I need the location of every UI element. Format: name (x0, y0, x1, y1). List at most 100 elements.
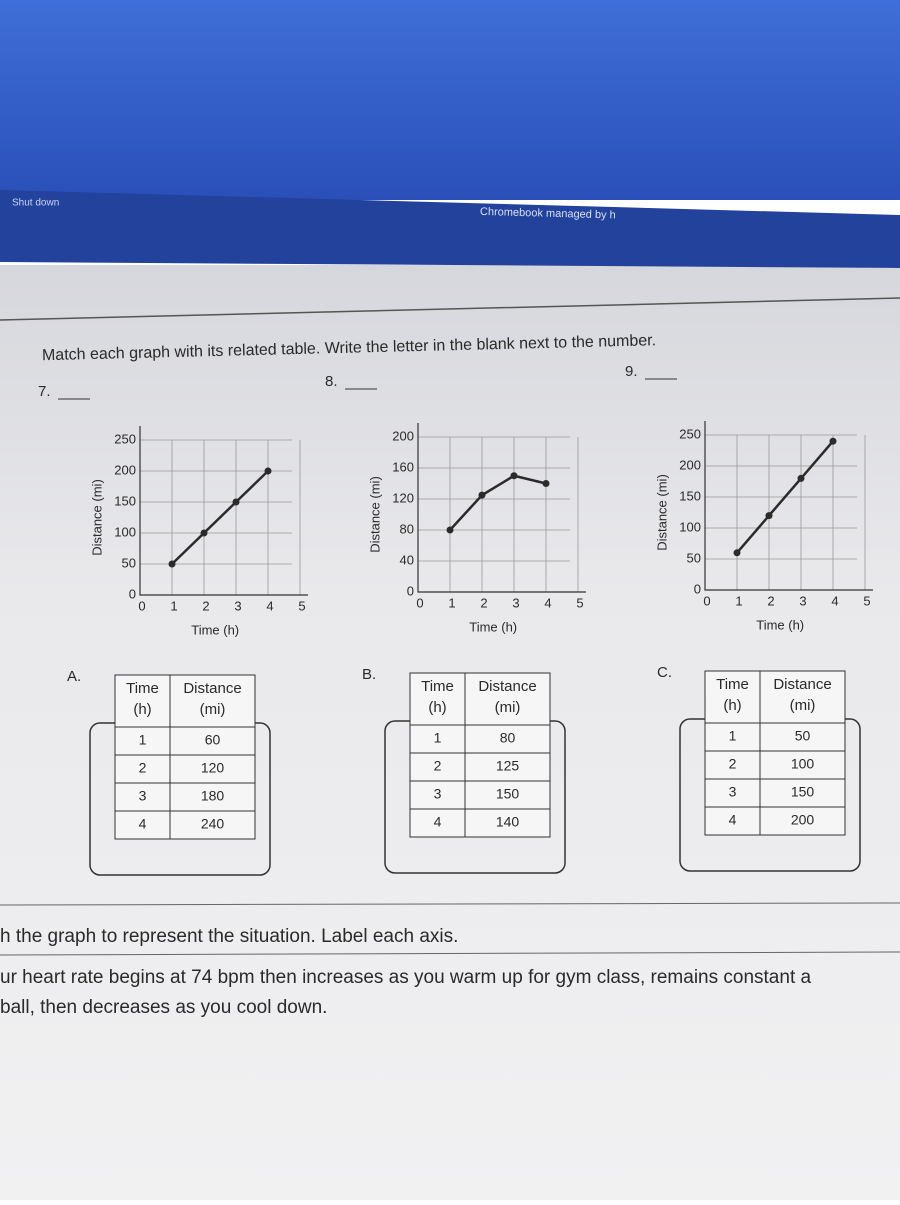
managed: Chromebook managed by h (480, 206, 616, 222)
table-header: Distance (478, 678, 536, 695)
table-cell: 150 (496, 786, 520, 802)
y-tick-label: 100 (679, 519, 701, 534)
x-tick-label: 3 (799, 593, 806, 608)
table-cell: 4 (139, 816, 147, 832)
table-cell: 100 (791, 756, 815, 772)
table-letter: A. (67, 668, 81, 685)
y-tick-label: 200 (114, 462, 136, 477)
x-tick-label: 2 (767, 593, 774, 608)
data-line (736, 440, 834, 554)
x-tick-label: 4 (544, 595, 551, 610)
table-cell: 4 (729, 812, 737, 828)
data-point (797, 474, 805, 482)
y-tick-label: 50 (122, 555, 136, 570)
y-tick-label: 100 (114, 524, 136, 539)
table-cell: 125 (496, 758, 520, 774)
table-header: (h) (428, 699, 446, 716)
x-tick-label: 0 (138, 598, 145, 613)
data-point (542, 480, 550, 487)
y-tick-label: 0 (129, 586, 136, 601)
data-point (168, 560, 176, 568)
x-tick-label: 5 (863, 593, 870, 608)
x-tick-label: 3 (234, 598, 241, 613)
question-number: 7. (38, 383, 51, 400)
table-header: (h) (133, 701, 151, 718)
table-cell: 120 (201, 760, 225, 776)
table-letter: B. (362, 666, 376, 683)
shelf (0, 190, 900, 268)
y-axis-label: Distance (mi) (367, 476, 382, 553)
table-box (704, 670, 846, 836)
x-tick-label: 2 (202, 598, 209, 613)
table-cell: 60 (205, 732, 221, 748)
table-cell: 3 (729, 784, 737, 800)
axis (417, 423, 586, 593)
table-cell: 3 (434, 786, 442, 802)
footer-line: ball, then decreases as you cool down. (0, 997, 327, 1018)
data-point (510, 472, 518, 480)
y-tick-label: 150 (679, 488, 701, 503)
table-header: (mi) (200, 701, 226, 718)
table-cell: 240 (201, 816, 225, 832)
rule (0, 951, 900, 956)
data-point (765, 512, 773, 520)
screen (0, 0, 900, 200)
x-tick-label: 5 (576, 595, 583, 610)
data-point (446, 526, 454, 534)
y-tick-label: 250 (679, 426, 701, 441)
table-cell: 1 (434, 730, 442, 746)
table-cell: 2 (729, 756, 737, 772)
data-line (449, 474, 547, 531)
table-header: Distance (773, 676, 831, 693)
table-header: (h) (723, 697, 741, 714)
x-axis-label: Time (h) (191, 622, 239, 637)
table-cell: 3 (139, 788, 147, 804)
table-header: Time (421, 678, 454, 695)
y-tick-label: 150 (114, 493, 136, 508)
data-line (171, 470, 269, 565)
y-tick-label: 0 (694, 581, 701, 596)
rule (0, 902, 900, 906)
table-cell: 1 (729, 728, 737, 744)
table-header: (mi) (790, 697, 816, 714)
table-cell: 140 (496, 814, 520, 830)
y-tick-label: 250 (114, 431, 136, 446)
table-header: Time (716, 676, 749, 693)
rule (0, 297, 900, 321)
x-tick-label: 2 (480, 595, 487, 610)
x-axis-label: Time (h) (756, 617, 804, 632)
footer-heading: h the graph to represent the situation. … (0, 926, 458, 947)
x-tick-label: 0 (703, 593, 710, 608)
x-tick-label: 1 (735, 593, 742, 608)
axis (139, 426, 308, 596)
data-point (264, 467, 272, 475)
y-tick-label: 0 (407, 583, 414, 598)
y-axis-label: Distance (mi) (654, 474, 669, 551)
table-box (409, 672, 551, 838)
y-tick-label: 200 (679, 457, 701, 472)
table-header: Distance (183, 680, 241, 697)
y-axis-label: Distance (mi) (89, 479, 104, 556)
question-number: 9. (625, 363, 638, 380)
table-cell: 1 (139, 732, 147, 748)
x-tick-label: 0 (416, 595, 423, 610)
y-tick-label: 50 (687, 550, 701, 565)
table-letter: C. (657, 664, 672, 681)
table-header: (mi) (495, 699, 521, 716)
table-cell: 80 (500, 730, 516, 746)
x-tick-label: 5 (298, 598, 305, 613)
data-point (478, 491, 486, 499)
data-point (733, 549, 741, 557)
data-point (232, 498, 240, 506)
x-tick-label: 1 (170, 598, 177, 613)
table-cell: 2 (434, 758, 442, 774)
data-point (829, 437, 837, 445)
shutdown: Shut down (12, 198, 59, 209)
y-tick-label: 200 (392, 428, 414, 443)
x-tick-label: 3 (512, 595, 519, 610)
x-tick-label: 1 (448, 595, 455, 610)
data-point (200, 529, 208, 537)
